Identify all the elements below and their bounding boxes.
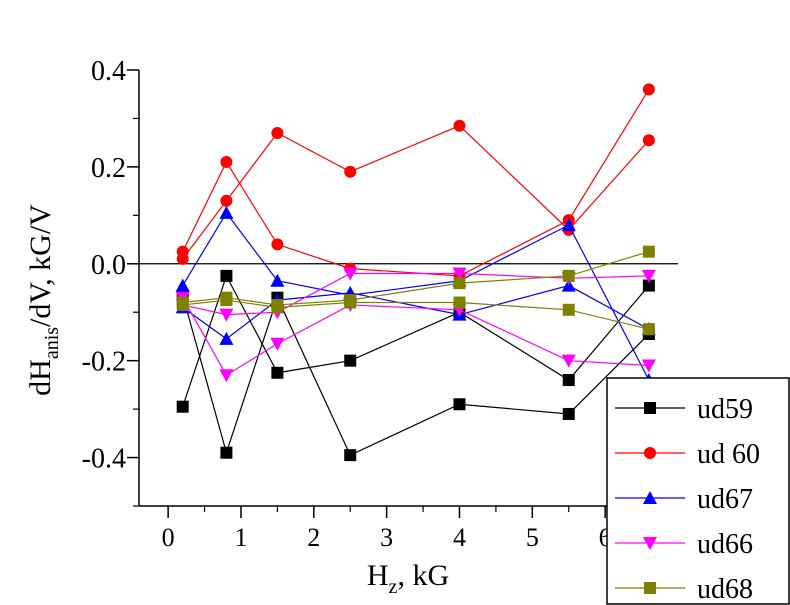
series-line	[182, 274, 650, 407]
data-point	[219, 369, 234, 383]
data-point	[453, 296, 466, 309]
legend-item: ud59	[615, 394, 753, 425]
series-line	[182, 272, 649, 316]
series-line	[182, 125, 650, 260]
data-point	[562, 407, 575, 420]
data-point	[561, 354, 576, 368]
data-point	[344, 449, 357, 462]
legend-label: ud59	[697, 394, 753, 425]
y-tick-label: 0.0	[91, 250, 126, 281]
y-tick-label: 0.4	[91, 56, 126, 87]
data-point	[452, 267, 467, 281]
data-point	[271, 301, 284, 314]
x-axis-title-suffix: , kG	[397, 559, 449, 592]
legend-marker	[644, 402, 656, 414]
x-tick-label: 0	[162, 523, 175, 552]
data-point	[271, 126, 284, 139]
x-tick-label: 3	[380, 523, 393, 552]
data-point	[219, 331, 234, 345]
data-point	[220, 194, 233, 207]
x-axis-title-sub: z	[389, 576, 398, 598]
y-axis-title-sub: anis	[41, 327, 63, 359]
legend-item: ud67	[615, 484, 753, 515]
series-ud68	[176, 245, 655, 336]
data-point	[176, 252, 189, 265]
x-tick-label: 5	[526, 523, 539, 552]
data-point	[642, 83, 655, 96]
x-axis-title: Hz, kG	[367, 559, 449, 598]
series-ud59	[176, 269, 655, 462]
legend-label: ud66	[697, 529, 753, 560]
data-point	[176, 298, 189, 311]
data-point	[453, 398, 466, 411]
x-tick-label: 2	[307, 523, 320, 552]
data-point	[641, 269, 656, 283]
data-point	[562, 303, 575, 316]
x-tick-label: 4	[453, 523, 466, 552]
x-axis-title-main: H	[367, 559, 389, 592]
data-point	[453, 119, 466, 132]
axes-layer	[138, 70, 678, 507]
legend-item: ud66	[615, 529, 753, 560]
data-point	[220, 156, 233, 169]
x-tick-label: 1	[234, 523, 247, 552]
legend-label: ud67	[697, 484, 753, 515]
data-point	[270, 273, 285, 287]
series-ud67	[175, 205, 656, 387]
legend-item: ud68	[615, 574, 753, 605]
data-point	[562, 374, 575, 387]
legend-marker	[644, 582, 656, 594]
data-point	[642, 134, 655, 147]
legend-item: ud 60	[615, 439, 760, 470]
data-point	[642, 279, 655, 292]
data-point	[220, 446, 233, 459]
data-point	[642, 245, 655, 258]
legend-marker	[643, 537, 657, 550]
legend-label: ud 60	[697, 439, 760, 470]
series-ud66	[175, 267, 656, 383]
data-point	[641, 359, 656, 373]
legend-marker	[643, 491, 657, 504]
data-point	[344, 354, 357, 367]
y-tick-label: -0.4	[82, 444, 126, 475]
series-line	[182, 297, 649, 377]
data-point	[271, 238, 284, 251]
y-axis-title: dHanis/dV, kG/V	[24, 204, 63, 396]
data-point	[344, 296, 357, 309]
data-point	[219, 205, 234, 219]
series-layer	[175, 83, 656, 462]
data-point	[562, 269, 575, 282]
data-point	[220, 294, 233, 307]
y-axis-title-suffix: /dV, kG/V	[24, 204, 57, 327]
y-tick-label: 0.2	[91, 153, 126, 184]
data-point	[220, 269, 233, 282]
data-point	[561, 218, 576, 232]
y-tick-label: -0.2	[82, 347, 126, 378]
data-point	[176, 400, 189, 413]
legend-label: ud68	[697, 574, 753, 605]
series-line	[182, 211, 650, 381]
data-point	[175, 278, 190, 292]
data-point	[642, 323, 655, 336]
data-point	[344, 165, 357, 178]
y-axis-title-main: dH	[24, 359, 57, 396]
data-point	[343, 267, 358, 281]
data-point	[271, 366, 284, 379]
data-point	[270, 337, 285, 351]
legend-box	[606, 377, 790, 605]
legend: ud59 ud 60 ud67 ud66 ud68	[606, 377, 790, 605]
data-point	[453, 277, 466, 290]
ticks-layer: 0 1 2 3 4 5 6-0.4-0.20.00.20.4	[82, 56, 643, 552]
legend-marker	[644, 447, 656, 459]
data-point	[219, 308, 234, 322]
